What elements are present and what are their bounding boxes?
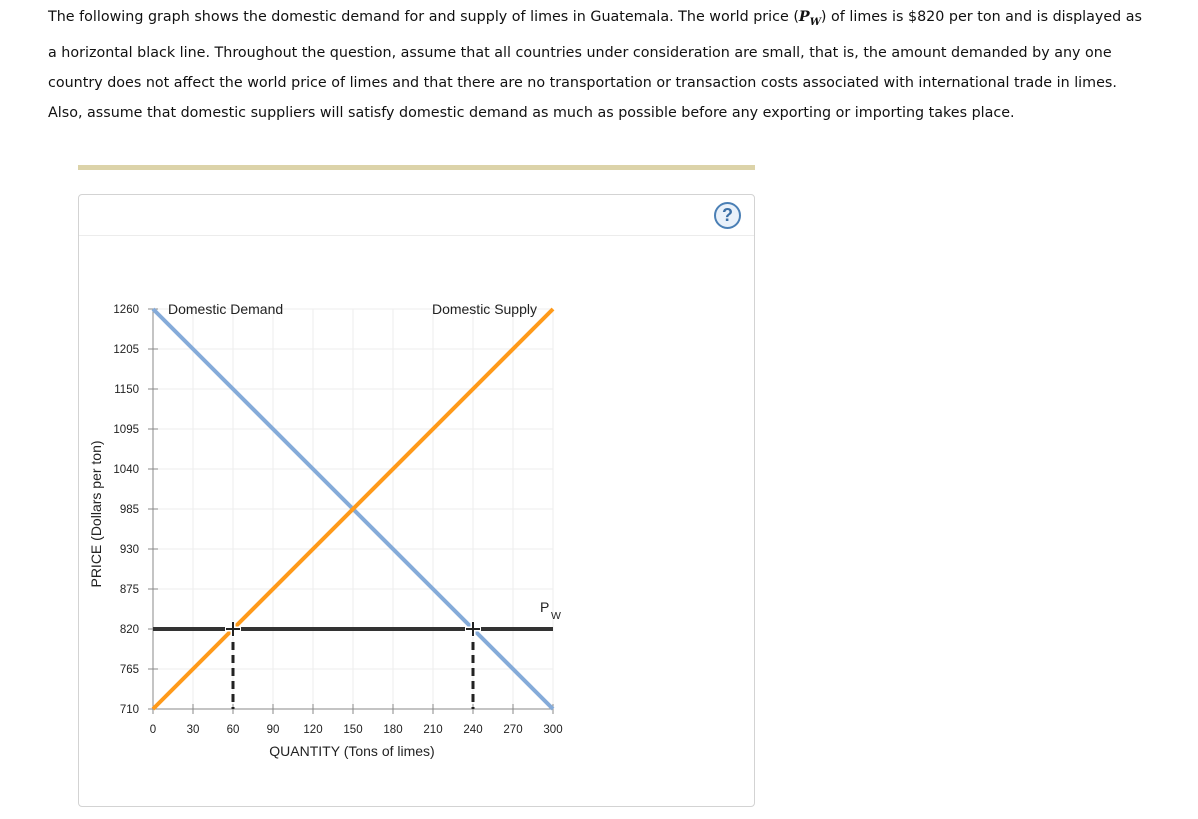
- y-tick-label: 820: [120, 624, 139, 636]
- help-icon[interactable]: ?: [714, 202, 741, 229]
- y-tick-label: 765: [120, 664, 139, 676]
- y-tick-label: 1150: [114, 384, 139, 396]
- y-tick-label: 1095: [113, 424, 139, 436]
- question-line-3: country does not affect the world price …: [48, 74, 1117, 91]
- y-tick-label: 1260: [113, 304, 139, 316]
- domestic-supply-label: Domestic Supply: [432, 301, 537, 317]
- question-line-2: a horizontal black line. Throughout the …: [48, 44, 1112, 61]
- domestic-demand-label: Domestic Demand: [168, 301, 283, 317]
- y-tick-label: 985: [120, 504, 139, 516]
- x-tick-label: 0: [150, 724, 156, 736]
- chart-series: [151, 307, 555, 711]
- y-tick-label: 710: [120, 704, 139, 716]
- question-line-1: The following graph shows the domestic d…: [48, 9, 1142, 28]
- y-tick-label: 1205: [113, 344, 139, 356]
- y-axis-title: PRICE (Dollars per ton): [88, 440, 104, 587]
- section-divider: [78, 165, 755, 170]
- question-line-4: Also, assume that domestic suppliers wil…: [48, 104, 1015, 121]
- chart-labels: Domestic Demand Domestic Supply PW QUANTITY…: [88, 301, 561, 759]
- x-tick-label: 90: [267, 724, 280, 736]
- x-tick-label: 180: [383, 724, 402, 736]
- domestic-supply-line: [151, 307, 555, 711]
- x-tick-label: 270: [503, 724, 522, 736]
- y-tick-label: 875: [120, 584, 139, 596]
- x-tick-label: 120: [303, 724, 322, 736]
- x-axis-title: QUANTITY (Tons of limes): [269, 743, 434, 759]
- x-tick-label: 210: [423, 724, 442, 736]
- tick-labels: 710 765 820 875 930 985 1040 1095 1150 1205 1260 0 3…: [113, 304, 562, 736]
- x-tick-label: 240: [463, 724, 482, 736]
- x-tick-label: 30: [187, 724, 200, 736]
- y-tick-label: 1040: [113, 464, 139, 476]
- x-tick-label: 60: [227, 724, 240, 736]
- graph-panel: ?: [78, 194, 755, 807]
- x-tick-label: 150: [343, 724, 362, 736]
- x-tick-label: 300: [543, 724, 562, 736]
- world-price-symbol: PW: [798, 9, 821, 28]
- world-price-label-subscript: W: [551, 610, 561, 622]
- graph-panel-header: ?: [79, 195, 754, 236]
- question-text: The following graph shows the domestic d…: [48, 2, 1198, 128]
- world-price-label: P: [540, 599, 549, 615]
- y-tick-label: 930: [120, 544, 139, 556]
